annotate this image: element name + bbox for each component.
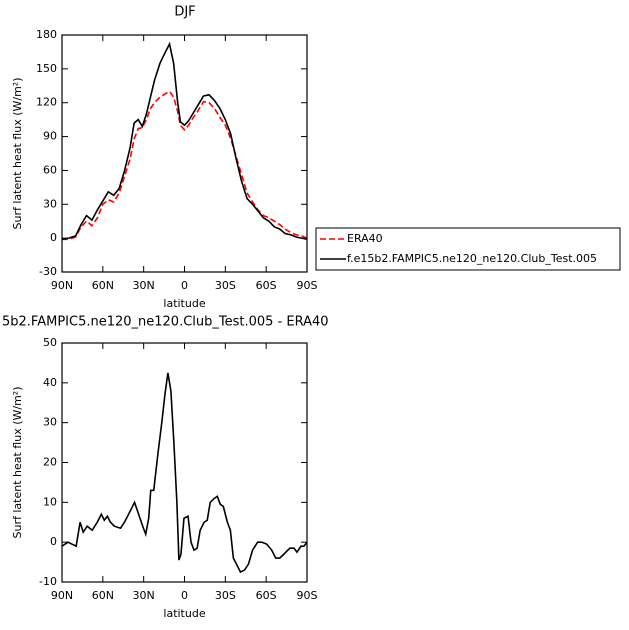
y-tick-label: 40 — [43, 376, 57, 389]
plot-frame — [61, 342, 308, 583]
y-tick-label: 30 — [43, 416, 57, 429]
y-tick-label: 120 — [36, 96, 57, 109]
plot-frame — [61, 34, 308, 273]
x-axis-label: latitude — [163, 607, 205, 620]
series-line — [61, 41, 308, 241]
y-tick-label: 0 — [50, 535, 57, 548]
x-tick-label: 60N — [92, 279, 114, 292]
chart-title: 5b2.FAMPIC5.ne120_ne120.Club_Test.005 - … — [2, 315, 329, 330]
x-tick-label: 60N — [92, 589, 114, 602]
x-tick-label: 90S — [297, 589, 318, 602]
x-axis-label: latitude — [163, 297, 205, 310]
chart-title: DJF — [174, 5, 195, 20]
x-tick-label: 90N — [51, 279, 73, 292]
y-tick-label: 60 — [43, 163, 57, 176]
x-tick-label: 90S — [297, 279, 318, 292]
legend-label: ERA40 — [347, 232, 383, 245]
x-tick-label: 60S — [256, 279, 277, 292]
x-tick-label: 30S — [215, 279, 236, 292]
series-line — [61, 372, 308, 574]
x-tick-label: 0 — [181, 279, 188, 292]
y-tick-label: 20 — [43, 456, 57, 469]
y-tick-label: 150 — [36, 62, 57, 75]
y-tick-label: -10 — [39, 575, 57, 588]
x-tick-label: 0 — [181, 589, 188, 602]
x-tick-label: 60S — [256, 589, 277, 602]
y-axis-label: Surf latent heat flux (W/m²) — [11, 387, 24, 539]
y-tick-label: 10 — [43, 495, 57, 508]
y-tick-label: 90 — [43, 130, 57, 143]
x-tick-label: 30N — [133, 589, 155, 602]
x-tick-label: 90N — [51, 589, 73, 602]
series-line — [62, 90, 308, 241]
y-tick-label: 0 — [50, 231, 57, 244]
y-tick-label: 180 — [36, 28, 57, 41]
y-axis-label: Surf latent heat flux (W/m²) — [11, 78, 24, 230]
y-tick-label: -30 — [39, 265, 57, 278]
x-tick-label: 30S — [215, 589, 236, 602]
y-tick-label: 50 — [43, 336, 57, 349]
y-tick-label: 30 — [43, 197, 57, 210]
legend-box — [315, 227, 621, 271]
legend-label: f.e15b2.FAMPIC5.ne120_ne120.Club_Test.00… — [347, 252, 597, 265]
x-tick-label: 30N — [133, 279, 155, 292]
